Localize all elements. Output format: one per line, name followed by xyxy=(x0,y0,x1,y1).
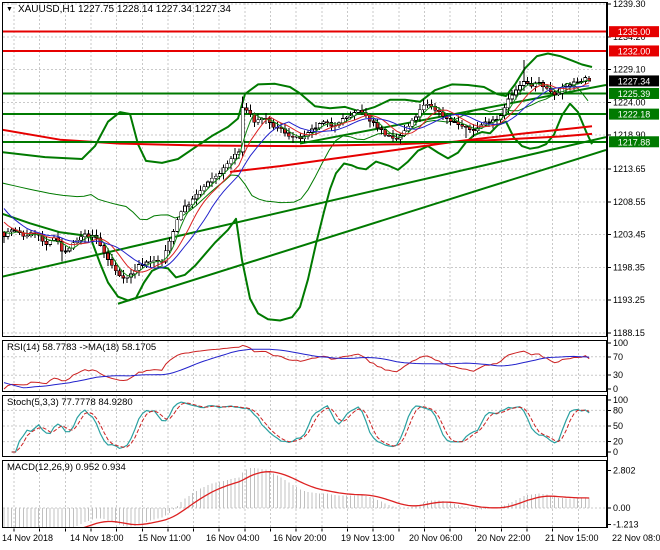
rsi-ma-line xyxy=(3,348,590,389)
time-axis-label: 14 Nov 2018 xyxy=(2,533,53,543)
symbol-dropdown-icon[interactable]: ▼ xyxy=(6,6,13,13)
price-tick-label: 1193.25 xyxy=(613,295,645,305)
indicator-axis-label: 50 xyxy=(613,421,623,431)
rsi-panel xyxy=(3,344,590,390)
stoch-k-line xyxy=(11,401,590,453)
price-badge-support xyxy=(609,87,659,99)
time-axis-label: 20 Nov 22:00 xyxy=(477,533,531,543)
panel-background xyxy=(2,2,607,337)
price-tick-label: 1218.90 xyxy=(613,130,646,140)
symbol-ohlc-title: XAUUSD,H1 1227.75 1228.14 1227.34 1227.3… xyxy=(17,4,231,15)
ma-slow-blue xyxy=(3,85,590,269)
time-axis-label: 16 Nov 04:00 xyxy=(206,533,260,543)
price-badge-support xyxy=(609,136,659,148)
time-axis-label: 21 Nov 15:00 xyxy=(545,533,599,543)
ma-fast-green xyxy=(3,79,590,277)
indicator-axis-label: 80 xyxy=(613,405,623,415)
time-axis-label: 16 Nov 20:00 xyxy=(273,533,327,543)
price-badge-text: 1227.34 xyxy=(618,76,651,86)
time-axis-label: 20 Nov 06:00 xyxy=(409,533,463,543)
panel-border-2 xyxy=(2,395,607,457)
panel-border-1 xyxy=(2,340,607,392)
indicator-axis-label: 0 xyxy=(613,447,618,457)
panel-border-3 xyxy=(2,460,607,528)
indicator-axis-label: -1.213 xyxy=(613,519,639,529)
time-axis-label: 14 Nov 18:00 xyxy=(70,533,124,543)
price-tick-label: 1203.45 xyxy=(613,230,646,240)
price-tick-label: 1229.10 xyxy=(613,65,646,75)
time-axis-label: 15 Nov 11:00 xyxy=(138,533,191,543)
indicator-axis-label: 0.00 xyxy=(613,503,631,513)
price-badge-text: 1217.88 xyxy=(618,137,651,147)
macd-indicator-label: MACD(12,26,9) 0.952 0.934 xyxy=(7,462,126,473)
indicator-axis-label: 20 xyxy=(613,437,623,447)
price-badge-resistance xyxy=(609,26,659,38)
price-badge-resistance xyxy=(609,45,659,57)
indicator-axis-label: 100 xyxy=(613,395,628,405)
price-tick-label: 1198.35 xyxy=(613,262,645,272)
price-axis: 1239.301234.201229.101224.001218.901213.… xyxy=(608,0,659,529)
ma-medium-red xyxy=(3,82,590,273)
bollinger-middle-band xyxy=(3,82,589,221)
bollinger-upper-band xyxy=(3,52,593,164)
stoch-d-line xyxy=(11,402,590,453)
time-axis: 14 Nov 2018 14 Nov 18:00 15 Nov 11:00 16 No… xyxy=(2,528,660,543)
price-tick-label: 1208.55 xyxy=(613,197,646,207)
price-badge-text: 1225.39 xyxy=(618,89,651,99)
chart-title: ▼ XAUUSD,H1 1227.75 1228.14 1227.34 1227… xyxy=(6,4,231,15)
trendline-2[interactable] xyxy=(117,149,606,305)
panel-border-0 xyxy=(2,2,607,337)
price-tick-label: 1224.00 xyxy=(613,97,646,107)
price-badge-text: 1235.00 xyxy=(618,27,651,37)
grid xyxy=(3,3,606,527)
stochastic-panel xyxy=(11,401,590,453)
indicator-axis-label: 70 xyxy=(613,352,623,362)
price-tick-label: 1239.30 xyxy=(613,0,646,9)
price-badge-text: 1232.00 xyxy=(618,46,651,56)
indicator-axis-label: 2.802 xyxy=(613,465,636,475)
price-badge-current xyxy=(609,75,659,87)
price-badge-text: 1222.18 xyxy=(618,110,651,120)
price-badge-support xyxy=(609,108,659,120)
rsi-line xyxy=(3,344,590,390)
ma-red-mid xyxy=(229,125,593,173)
indicator-axis-label: 100 xyxy=(613,338,628,348)
time-axis-label: 19 Nov 13:00 xyxy=(341,533,395,543)
candlesticks xyxy=(3,59,592,284)
macd-signal-line xyxy=(83,471,590,527)
trendline-1[interactable] xyxy=(2,136,606,278)
macd-panel xyxy=(3,468,590,527)
main-price-panel xyxy=(2,30,606,322)
stoch-indicator-label: Stoch(5,3,3) 77.7778 84.9280 xyxy=(7,397,133,408)
rsi-indicator-label: RSI(14) 58.7783 ->MA(18) 58.1705 xyxy=(7,342,157,353)
price-tick-label: 1188.15 xyxy=(613,328,645,338)
indicator-axis-label: 30 xyxy=(613,370,623,380)
indicator-axis-label: 0 xyxy=(613,384,618,394)
time-axis-label: 22 Nov 08:00 xyxy=(612,533,660,543)
price-tick-label: 1213.65 xyxy=(613,164,646,174)
